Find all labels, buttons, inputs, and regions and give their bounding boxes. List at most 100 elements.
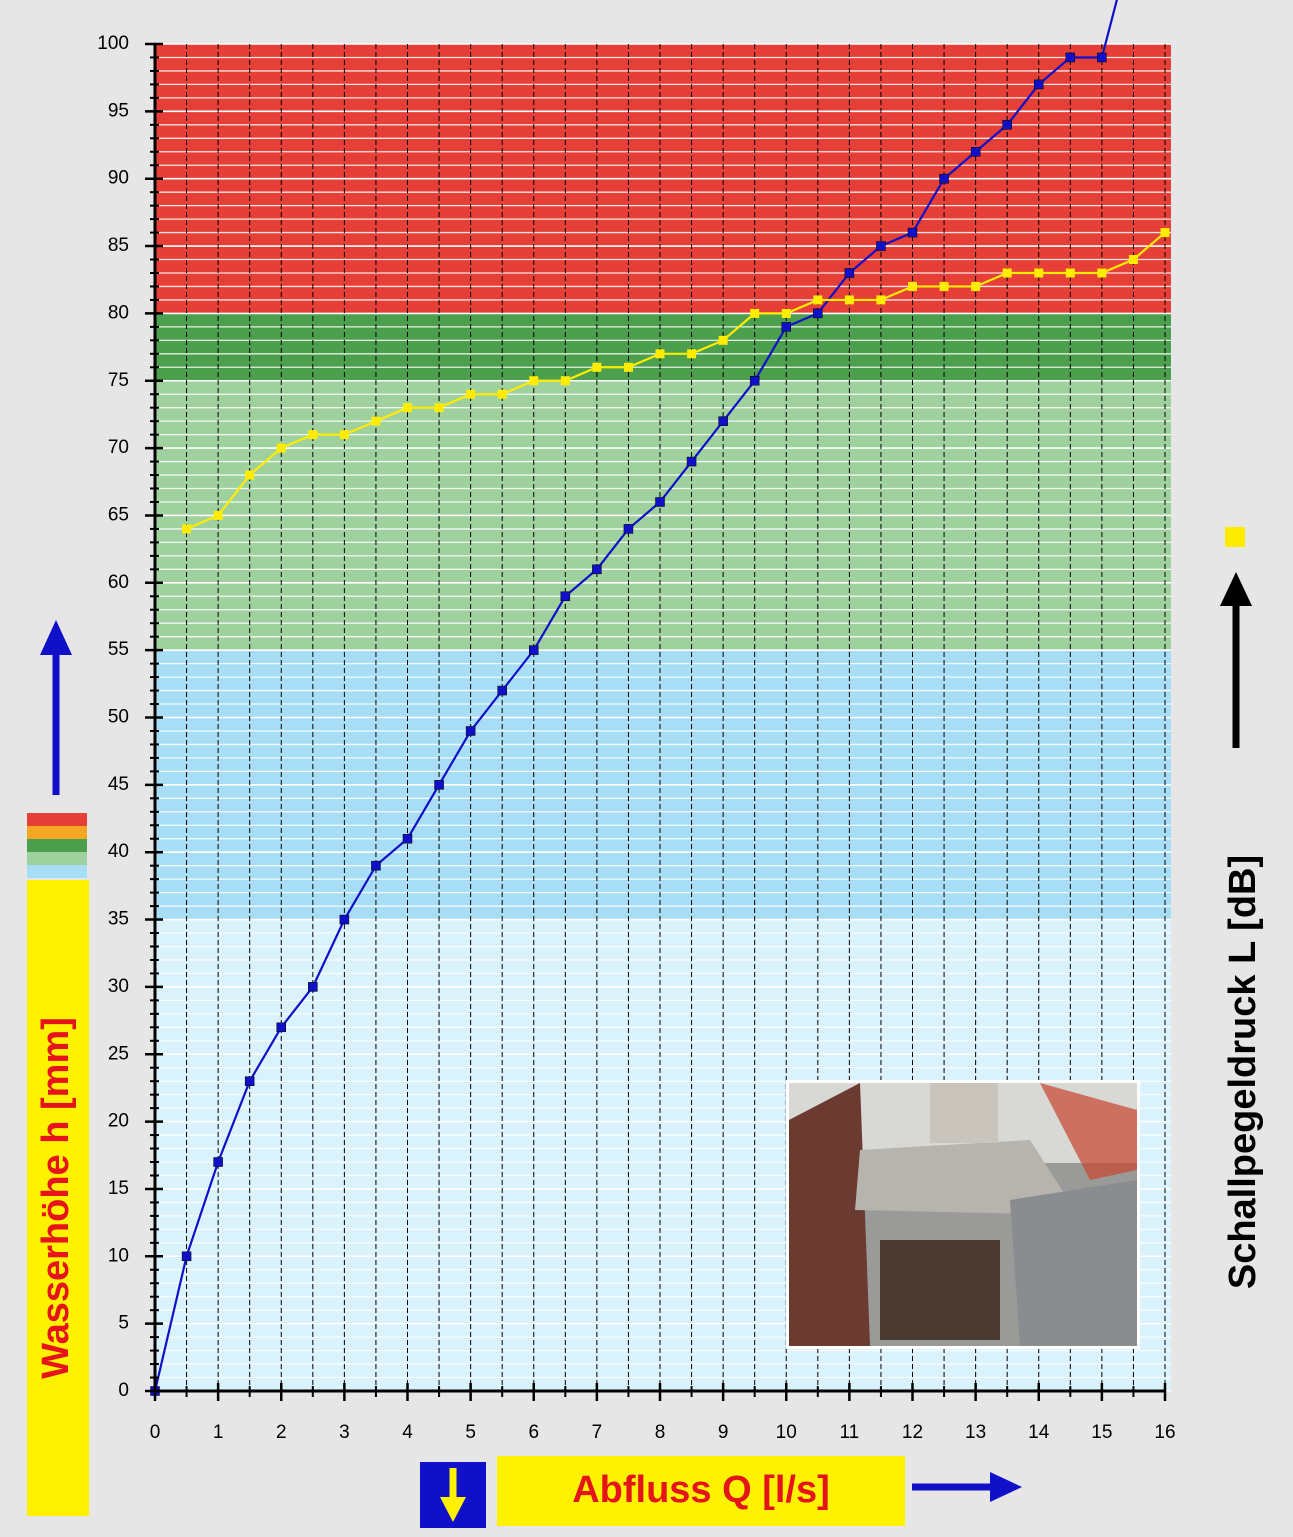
point	[371, 860, 381, 871]
x-axis-label: Abfluss Q [l/s]	[572, 1469, 830, 1511]
point	[339, 914, 350, 925]
x-tick-label: 0	[150, 1422, 161, 1443]
y-tick-label: 45	[108, 774, 129, 795]
arrow-head	[40, 620, 72, 655]
y-axis-label: Wasserhöhe h [mm]	[35, 1017, 77, 1379]
x-tick-label: 4	[402, 1422, 413, 1443]
point	[686, 456, 697, 467]
point	[466, 389, 476, 399]
y-tick-label: 85	[108, 235, 129, 256]
point	[592, 362, 602, 372]
point	[497, 389, 507, 399]
band	[155, 313, 1171, 381]
point	[497, 685, 507, 696]
y-tick-label: 40	[108, 841, 129, 862]
arrow-head	[1220, 572, 1252, 606]
point	[655, 497, 665, 507]
point	[623, 362, 633, 372]
point	[750, 308, 760, 318]
x-tick-label: 16	[1154, 1422, 1175, 1443]
point	[1097, 52, 1107, 63]
point	[749, 376, 760, 386]
series-line	[186, 231, 1166, 530]
y-tick-label: 60	[108, 572, 129, 593]
point	[1002, 120, 1012, 130]
point	[213, 1157, 223, 1167]
point	[308, 982, 318, 992]
point	[844, 295, 854, 305]
x-tick-label: 1	[213, 1422, 224, 1443]
x-tick-label: 8	[655, 1422, 666, 1443]
point	[781, 308, 791, 318]
y-tick-label: 70	[108, 437, 129, 458]
series-line	[153, 0, 1118, 1392]
point	[907, 227, 918, 238]
y-tick-label: 65	[108, 504, 129, 525]
point	[403, 403, 412, 413]
point	[434, 403, 444, 413]
point	[655, 349, 665, 359]
point	[1097, 268, 1107, 278]
y-tick-label: 30	[108, 976, 129, 997]
y-tick-label: 50	[108, 707, 129, 728]
x-tick-label: 9	[718, 1422, 729, 1443]
series-key	[1225, 527, 1245, 547]
point	[434, 780, 444, 790]
point	[781, 322, 791, 332]
y-label-box	[27, 880, 89, 1516]
point	[402, 833, 413, 844]
point	[939, 173, 949, 184]
point	[181, 1251, 192, 1262]
x-tick-label: 11	[840, 1422, 860, 1443]
x-tick-label: 3	[339, 1422, 350, 1443]
y-tick-label: 95	[108, 100, 129, 121]
point	[1034, 268, 1044, 278]
y-tick-label: 15	[108, 1178, 129, 1199]
y-tick-label: 35	[108, 909, 129, 930]
axes: 0510152025303540455055606570758085909510…	[97, 33, 1175, 1443]
photo-inset	[786, 1080, 1140, 1349]
y-tick-label: 10	[108, 1245, 129, 1266]
point	[245, 470, 255, 480]
point	[1002, 268, 1012, 278]
point	[213, 510, 223, 520]
point	[1065, 268, 1075, 278]
point	[560, 591, 571, 602]
point	[687, 349, 697, 359]
point	[718, 335, 728, 345]
point	[182, 524, 192, 534]
point	[276, 1022, 286, 1033]
point	[592, 564, 602, 575]
swatch	[27, 826, 87, 839]
point	[244, 1076, 255, 1086]
point	[465, 726, 476, 736]
x-label-box	[497, 1456, 905, 1526]
x-tick-label: 2	[276, 1422, 287, 1443]
point	[1160, 228, 1170, 238]
point	[844, 268, 855, 278]
point	[529, 376, 539, 386]
point	[939, 281, 949, 291]
point	[308, 430, 318, 440]
point	[813, 308, 823, 319]
y-tick-label: 75	[108, 370, 129, 391]
point	[876, 295, 886, 305]
band-swatch	[27, 813, 87, 878]
arrow-head	[440, 1497, 466, 1522]
y-tick-label: 100	[97, 33, 129, 54]
swatch	[27, 839, 87, 852]
y-tick-label: 25	[108, 1043, 129, 1064]
plot	[150, 0, 1170, 1396]
point	[560, 376, 570, 386]
x-tick-label: 5	[465, 1422, 476, 1443]
x-tick-label: 13	[965, 1422, 986, 1443]
x-tick-label: 7	[592, 1422, 603, 1443]
swatch	[27, 852, 87, 865]
point	[718, 416, 728, 426]
arrow-head	[990, 1472, 1022, 1502]
point	[339, 430, 349, 440]
point	[529, 645, 539, 655]
point	[623, 524, 634, 534]
swatch	[27, 865, 87, 878]
